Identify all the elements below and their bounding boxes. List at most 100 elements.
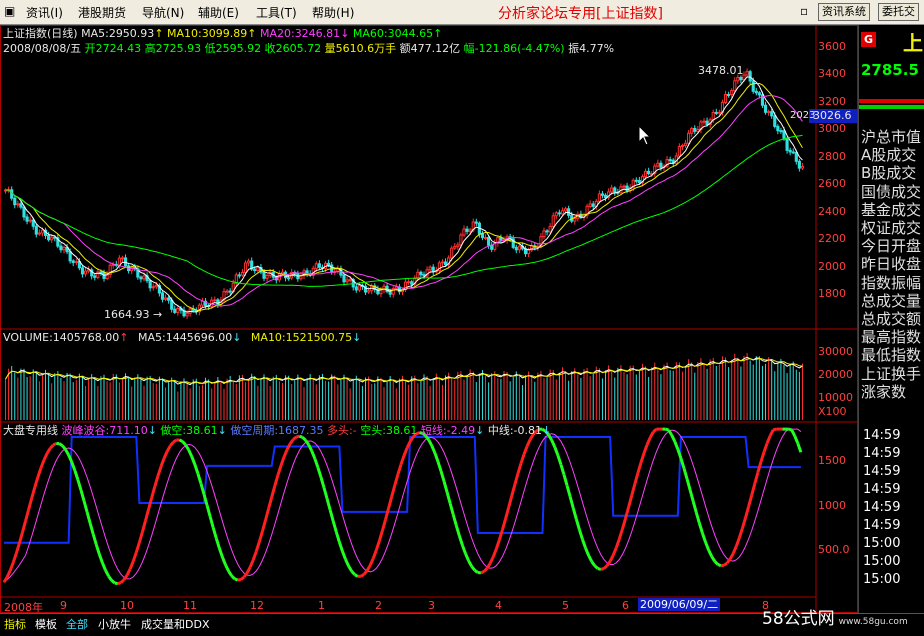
xaxis-label: 6: [622, 599, 629, 612]
short-segment: [564, 475, 567, 486]
short-segment: [235, 579, 238, 580]
long-segment: [19, 532, 22, 543]
candle-body: [254, 269, 256, 270]
short-segment: [789, 429, 792, 430]
short-segment: [333, 521, 336, 532]
long-segment: [749, 495, 752, 506]
tab-indicator[interactable]: 指标: [4, 616, 26, 632]
long-segment: [761, 452, 764, 462]
trough-label: 1664.93 →: [104, 308, 162, 322]
short-segment: [324, 488, 327, 499]
long-segment: [164, 451, 167, 458]
candle-body: [678, 146, 680, 156]
long-segment: [493, 549, 496, 557]
xaxis-label: 5: [562, 599, 569, 612]
minimize-icon[interactable]: ▫: [800, 4, 808, 18]
tick-time: 14:59: [863, 464, 900, 479]
candle-body: [528, 250, 530, 254]
quote-label: 涨家数: [861, 381, 906, 402]
short-segment: [582, 539, 585, 548]
candle-body: [798, 161, 800, 168]
candle-body: [389, 292, 391, 295]
candle-body: [343, 275, 345, 282]
candle-body: [214, 300, 216, 301]
short-segment: [192, 456, 195, 464]
menu-navigate[interactable]: 导航(N): [142, 4, 184, 21]
menu-info[interactable]: 资讯(I): [26, 4, 63, 21]
short-segment: [712, 556, 715, 561]
candle-body: [432, 267, 434, 272]
short-segment: [792, 430, 795, 436]
short-segment: [466, 554, 469, 561]
long-segment: [170, 442, 173, 446]
short-segment: [219, 548, 222, 557]
tab-template[interactable]: 模板: [35, 616, 57, 632]
candle-body: [635, 180, 637, 181]
short-segment: [432, 445, 435, 452]
candle-body: [177, 309, 179, 313]
long-segment: [262, 520, 265, 531]
vol-arrow-icon: ↑: [119, 331, 128, 344]
candle-body: [669, 160, 671, 161]
long-segment: [389, 497, 392, 508]
long-segment: [527, 440, 530, 447]
short-segment: [75, 470, 78, 479]
long-segment: [118, 583, 121, 584]
chart-area[interactable]: 上证指数(日线) MA5:2950.93↑ MA10:3099.89↑ MA20…: [0, 25, 858, 613]
index-price: 2785.5: [861, 61, 919, 79]
long-segment: [499, 530, 502, 540]
menu-help[interactable]: 帮助(H): [312, 4, 354, 21]
long-segment: [647, 438, 650, 445]
long-segment: [767, 436, 770, 443]
long-segment: [632, 484, 635, 495]
candle-body: [777, 126, 779, 130]
candle-body: [614, 188, 616, 192]
candle-body: [349, 280, 351, 281]
short-segment: [72, 462, 75, 470]
kline-ytick: 3400: [818, 67, 858, 80]
candle-body: [724, 94, 726, 102]
indicator-info: 大盘专用线 波峰波谷:711.10↓ 做空:38.61↓ 做空周期:1687.3…: [3, 424, 551, 438]
long-segment: [650, 432, 653, 438]
short-segment: [115, 583, 118, 584]
short-segment: [441, 471, 444, 481]
indicator-lines: [4, 429, 801, 584]
close-value: 收2605.72: [265, 42, 322, 55]
candle-body: [469, 230, 471, 232]
candle-body: [481, 234, 483, 237]
tab-volume-ddx[interactable]: 成交量和DDX: [141, 616, 209, 632]
candle-body: [543, 231, 545, 237]
short-segment: [352, 571, 355, 574]
candle-body: [257, 268, 259, 271]
tab-all[interactable]: 全部: [66, 616, 88, 632]
long-segment: [241, 577, 244, 579]
tab-xiaofangniu[interactable]: 小放牛: [98, 616, 131, 632]
trade-button[interactable]: 委托交: [878, 3, 919, 21]
vol-ytick: 30000: [818, 345, 858, 358]
candle-body: [23, 207, 25, 217]
candle-body: [408, 282, 410, 283]
ma10-value: MA10:3099.89: [167, 27, 247, 40]
up-bar: [859, 99, 924, 103]
candle-body: [315, 264, 317, 269]
long-segment: [401, 456, 404, 465]
candle-body: [564, 209, 566, 211]
long-value: 多头:-: [327, 424, 357, 437]
long-segment: [284, 450, 287, 457]
short-segment: [207, 505, 210, 516]
long-segment: [481, 571, 484, 572]
menu-hk-futures[interactable]: 港股期货: [78, 4, 126, 21]
kline-info-row2: 2008/08/08/五 开2724.43 高2725.93 低2595.92 …: [3, 42, 614, 56]
long-segment: [638, 463, 641, 473]
menu-assist[interactable]: 辅助(E): [198, 4, 239, 21]
candle-body: [94, 276, 96, 278]
info-system-button[interactable]: 资讯系统: [818, 3, 870, 21]
menu-tools[interactable]: 工具(T): [256, 4, 297, 21]
long-segment: [259, 531, 262, 542]
short-value: 空头:38.61: [360, 424, 417, 437]
candle-body: [164, 298, 166, 299]
app-icon[interactable]: ▣: [4, 4, 15, 18]
candle-body: [429, 267, 431, 270]
candle-body: [604, 195, 606, 197]
